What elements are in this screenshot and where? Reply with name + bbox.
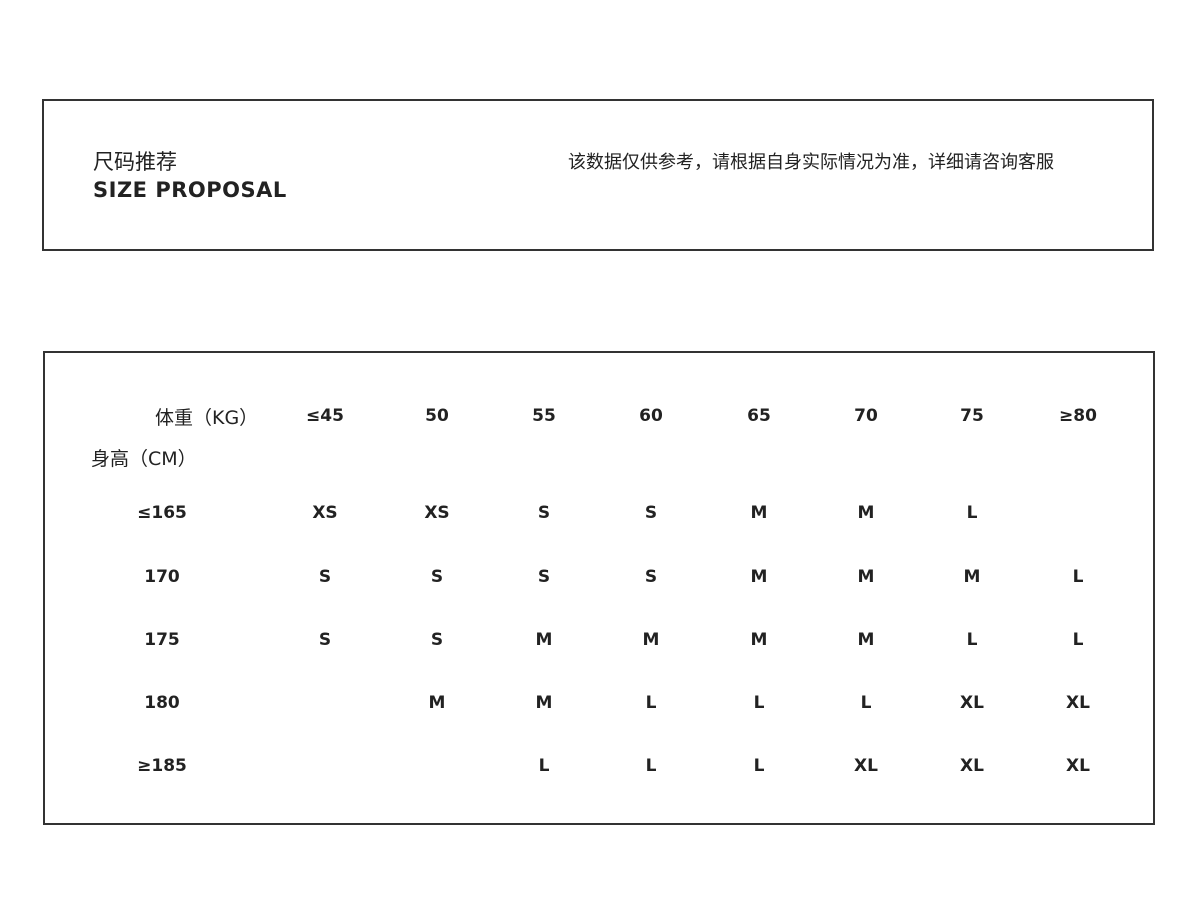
size-cell: XS [312, 503, 338, 523]
height-axis-label: 身高（CM） [91, 448, 197, 470]
size-cell: S [430, 567, 444, 587]
title-chinese: 尺码推荐 [93, 150, 177, 174]
size-cell: XL [1066, 693, 1090, 713]
size-cell: S [644, 503, 658, 523]
size-cell: XL [854, 756, 878, 776]
size-cell: L [966, 503, 978, 523]
weight-header: 50 [425, 406, 449, 426]
size-cell: S [430, 630, 444, 650]
size-cell: XL [960, 756, 984, 776]
size-cell: S [318, 567, 332, 587]
size-cell: S [644, 567, 658, 587]
size-proposal-header-box [42, 99, 1154, 251]
size-cell: M [535, 693, 553, 713]
size-cell: XL [960, 693, 984, 713]
size-cell: M [642, 630, 660, 650]
size-cell: L [1072, 630, 1084, 650]
disclaimer-note: 该数据仅供参考，请根据自身实际情况为准，详细请咨询客服 [568, 152, 1054, 173]
size-cell: L [538, 756, 550, 776]
size-cell: S [318, 630, 332, 650]
size-cell: M [857, 567, 875, 587]
height-row-label: 175 [144, 630, 180, 650]
size-cell: M [857, 630, 875, 650]
size-cell: M [857, 503, 875, 523]
size-cell: XS [424, 503, 450, 523]
size-cell: M [750, 503, 768, 523]
height-row-label: 170 [144, 567, 180, 587]
size-cell: L [645, 756, 657, 776]
size-cell: L [860, 693, 872, 713]
weight-axis-label: 体重（KG） [155, 407, 259, 429]
weight-header: 70 [854, 406, 878, 426]
size-cell: L [753, 756, 765, 776]
height-row-label: ≤165 [137, 503, 187, 523]
size-cell: M [963, 567, 981, 587]
size-cell: M [535, 630, 553, 650]
size-cell: XL [1066, 756, 1090, 776]
size-cell: M [750, 567, 768, 587]
size-table [43, 351, 1155, 825]
weight-header: 60 [639, 406, 663, 426]
weight-header: ≥80 [1059, 406, 1097, 426]
size-cell: L [753, 693, 765, 713]
height-row-label: ≥185 [137, 756, 187, 776]
size-cell: L [966, 630, 978, 650]
size-cell: S [537, 503, 551, 523]
size-cell: L [645, 693, 657, 713]
weight-header: ≤45 [306, 406, 344, 426]
weight-header: 75 [960, 406, 984, 426]
title-english: SIZE PROPOSAL [93, 178, 287, 202]
size-cell: S [537, 567, 551, 587]
height-row-label: 180 [144, 693, 180, 713]
weight-header: 65 [747, 406, 771, 426]
size-cell: M [750, 630, 768, 650]
size-cell: L [1072, 567, 1084, 587]
size-cell: M [428, 693, 446, 713]
weight-header: 55 [532, 406, 556, 426]
